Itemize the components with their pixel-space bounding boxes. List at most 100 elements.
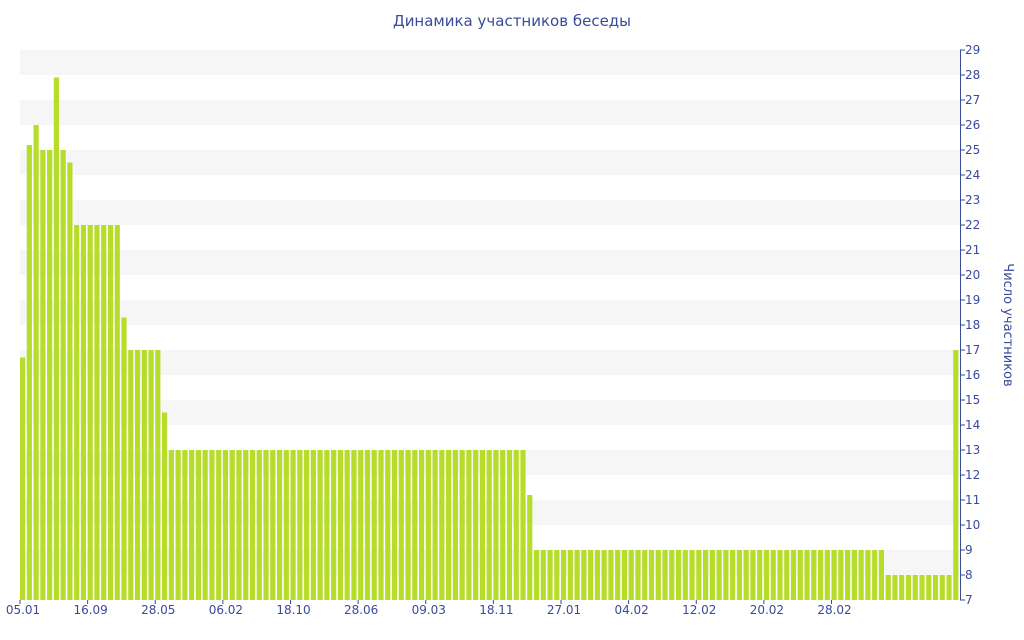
bar <box>899 575 905 600</box>
bar <box>500 450 506 600</box>
x-tick-label: 09.03 <box>412 603 446 617</box>
bar <box>730 550 736 600</box>
bar <box>263 450 269 600</box>
bar <box>114 225 120 600</box>
bar <box>513 450 519 600</box>
bar <box>912 575 918 600</box>
x-tick-label: 18.10 <box>276 603 310 617</box>
grid-band <box>20 300 960 325</box>
bar <box>723 550 729 600</box>
bar <box>953 350 959 600</box>
bar <box>493 450 499 600</box>
bar <box>53 77 59 600</box>
bar <box>479 450 486 600</box>
x-tick-label: 16.09 <box>73 603 107 617</box>
bar <box>236 450 242 600</box>
y-tick-label: 26 <box>965 118 980 132</box>
y-tick-label: 21 <box>965 243 980 257</box>
y-tick-label: 8 <box>965 568 973 582</box>
bar <box>865 550 871 600</box>
bar <box>134 350 141 600</box>
y-tick-label: 29 <box>965 43 980 57</box>
bar <box>168 450 174 600</box>
y-tick-label: 23 <box>965 193 980 207</box>
bar <box>452 450 458 600</box>
bar <box>642 550 648 600</box>
bar <box>838 550 844 600</box>
x-tick-label: 20.02 <box>750 603 784 617</box>
bar <box>270 450 276 600</box>
bar <box>554 550 560 600</box>
bar <box>608 550 614 600</box>
bar <box>926 575 932 600</box>
bar <box>594 550 600 600</box>
bar <box>256 450 262 600</box>
bar <box>385 450 391 600</box>
bar <box>946 575 952 600</box>
bar <box>222 450 229 600</box>
bar <box>249 450 256 600</box>
bar <box>872 550 878 600</box>
bar <box>662 550 668 600</box>
bar <box>182 450 188 600</box>
bar <box>121 317 127 600</box>
bar <box>547 550 553 600</box>
y-tick-label: 15 <box>965 393 980 407</box>
x-tick-label: 12.02 <box>682 603 716 617</box>
bar <box>635 550 641 600</box>
bar <box>290 450 296 600</box>
bar <box>858 550 864 600</box>
bar <box>67 162 73 600</box>
x-tick-label: 28.02 <box>817 603 851 617</box>
y-tick-label: 7 <box>965 593 973 607</box>
bar <box>703 550 709 600</box>
y-tick-label: 14 <box>965 418 980 432</box>
x-tick-label: 18.11 <box>479 603 513 617</box>
bar <box>216 450 222 600</box>
bar <box>128 350 134 600</box>
bar <box>331 450 337 600</box>
bar <box>74 225 80 600</box>
bar <box>777 550 783 600</box>
bar <box>885 575 891 600</box>
x-tick-label: 06.02 <box>209 603 243 617</box>
bar <box>107 225 114 600</box>
bar <box>148 350 154 600</box>
bar <box>689 550 695 600</box>
bar <box>588 550 594 600</box>
bar <box>655 550 661 600</box>
bar <box>804 550 810 600</box>
bar <box>101 225 107 600</box>
bar <box>229 450 235 600</box>
x-tick-label: 28.05 <box>141 603 175 617</box>
bar <box>209 450 215 600</box>
bar <box>47 150 53 600</box>
bar <box>574 550 580 600</box>
bar <box>648 550 655 600</box>
bar <box>669 550 675 600</box>
bar <box>60 150 66 600</box>
bar <box>486 450 492 600</box>
bar <box>337 450 343 600</box>
bar <box>189 450 195 600</box>
grid-band <box>20 200 960 225</box>
bar <box>831 550 837 600</box>
bar <box>736 550 742 600</box>
y-tick-label: 12 <box>965 468 980 482</box>
y-tick-label: 27 <box>965 93 980 107</box>
grid-band <box>20 50 960 75</box>
bar <box>40 150 46 600</box>
bar <box>141 350 147 600</box>
bar <box>26 145 32 600</box>
bar <box>175 450 181 600</box>
bar <box>378 450 384 600</box>
bar <box>845 550 851 600</box>
bar <box>709 550 715 600</box>
x-tick-label: 27.01 <box>547 603 581 617</box>
bar <box>621 550 628 600</box>
grid-band <box>20 250 960 275</box>
y-tick-label: 25 <box>965 143 980 157</box>
bar <box>418 450 425 600</box>
bar <box>195 450 201 600</box>
bar <box>412 450 418 600</box>
